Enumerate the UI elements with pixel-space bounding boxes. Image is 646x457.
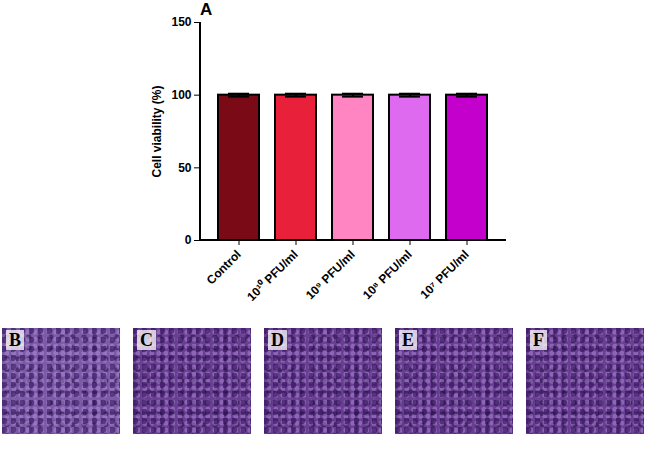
svg-text:Control: Control <box>204 247 244 287</box>
svg-text:100: 100 <box>171 88 191 102</box>
svg-text:50: 50 <box>178 161 192 175</box>
svg-text:Cell viability (%): Cell viability (%) <box>150 85 164 177</box>
html-text:F: F <box>533 330 544 350</box>
svg-text:150: 150 <box>171 15 191 29</box>
svg-text:10⁷ PFU/ml: 10⁷ PFU/ml <box>417 247 471 301</box>
html-text:D: D <box>271 330 284 350</box>
svg-text:10¹⁰ PFU/ml: 10¹⁰ PFU/ml <box>244 247 301 304</box>
svg-text:10⁸ PFU/ml: 10⁸ PFU/ml <box>360 247 415 302</box>
html-text:C: C <box>140 330 153 350</box>
html-text:A: A <box>200 0 213 19</box>
svg-text:0: 0 <box>185 233 192 247</box>
html-text:E: E <box>402 330 414 350</box>
svg-text:10⁹ PFU/ml: 10⁹ PFU/ml <box>303 247 358 302</box>
html-text:B: B <box>9 330 21 350</box>
